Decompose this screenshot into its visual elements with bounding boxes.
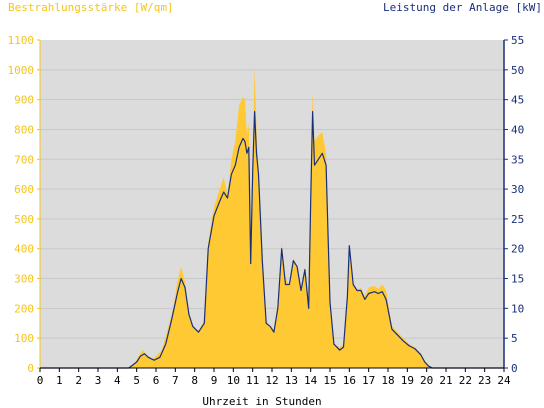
x-tick-label: 18 bbox=[381, 374, 394, 387]
x-tick-label: 4 bbox=[114, 374, 121, 387]
plot-background bbox=[40, 40, 504, 368]
power-line-layer bbox=[40, 111, 504, 369]
x-tick-label: 14 bbox=[304, 374, 318, 387]
right-tick-label: 55 bbox=[511, 34, 524, 47]
right-tick-label: 25 bbox=[511, 213, 524, 226]
left-tick-label: 900 bbox=[14, 94, 34, 107]
x-tick-label: 1 bbox=[56, 374, 63, 387]
grid-lines bbox=[40, 69, 504, 339]
right-tick-label: 30 bbox=[511, 183, 524, 196]
x-tick-label: 24 bbox=[497, 374, 511, 387]
left-axis-title: Bestrahlungsstärke [W/qm] bbox=[8, 1, 174, 14]
right-tick-label: 40 bbox=[511, 123, 524, 136]
x-tick-label: 16 bbox=[343, 374, 356, 387]
x-tick-label: 10 bbox=[227, 374, 240, 387]
right-tick-label: 45 bbox=[511, 94, 524, 107]
x-tick-label: 0 bbox=[37, 374, 44, 387]
left-tick-label: 100 bbox=[14, 332, 34, 345]
x-tick-label: 13 bbox=[285, 374, 298, 387]
right-tick-label: 5 bbox=[511, 332, 518, 345]
left-tick-label: 300 bbox=[14, 273, 34, 286]
x-tick-label: 22 bbox=[459, 374, 472, 387]
left-tick-label: 800 bbox=[14, 123, 34, 136]
x-tick-label: 3 bbox=[95, 374, 102, 387]
left-tick-label: 200 bbox=[14, 302, 34, 315]
x-tick-label: 8 bbox=[191, 374, 198, 387]
right-axis-title: Leistung der Anlage [kW] bbox=[383, 1, 542, 14]
right-tick-label: 50 bbox=[511, 64, 524, 77]
right-tick-label: 35 bbox=[511, 153, 524, 166]
x-tick-label: 9 bbox=[211, 374, 218, 387]
x-tick-label: 2 bbox=[75, 374, 82, 387]
power-line bbox=[40, 111, 504, 369]
x-tick-label: 17 bbox=[362, 374, 375, 387]
tick-labels: 0100200300400500600700800900100011000510… bbox=[8, 34, 525, 387]
left-tick-label: 700 bbox=[14, 153, 34, 166]
x-tick-label: 5 bbox=[133, 374, 140, 387]
right-tick-label: 15 bbox=[511, 273, 524, 286]
right-tick-label: 20 bbox=[511, 243, 524, 256]
left-tick-label: 0 bbox=[27, 362, 34, 375]
x-tick-label: 11 bbox=[246, 374, 259, 387]
left-tick-label: 400 bbox=[14, 243, 34, 256]
left-tick-label: 600 bbox=[14, 183, 34, 196]
x-tick-label: 6 bbox=[153, 374, 160, 387]
x-axis-title: Uhrzeit in Stunden bbox=[202, 395, 321, 408]
x-tick-label: 15 bbox=[323, 374, 336, 387]
right-tick-label: 10 bbox=[511, 302, 524, 315]
left-tick-label: 1100 bbox=[8, 34, 35, 47]
x-tick-label: 21 bbox=[439, 374, 452, 387]
plot-area bbox=[40, 40, 504, 368]
x-tick-label: 7 bbox=[172, 374, 179, 387]
left-tick-label: 1000 bbox=[8, 64, 35, 77]
x-tick-label: 20 bbox=[420, 374, 433, 387]
x-tick-label: 19 bbox=[401, 374, 414, 387]
right-tick-label: 0 bbox=[511, 362, 518, 375]
x-tick-label: 12 bbox=[265, 374, 278, 387]
axes bbox=[37, 39, 508, 372]
x-tick-label: 23 bbox=[478, 374, 491, 387]
left-tick-label: 500 bbox=[14, 213, 34, 226]
